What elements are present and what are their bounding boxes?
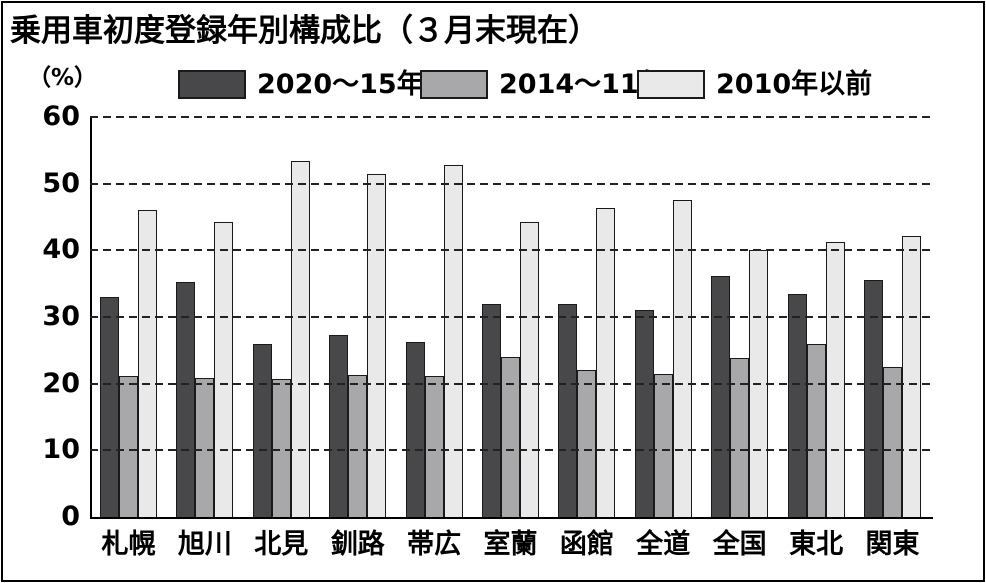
legend-item: 2020〜15年 <box>178 70 424 99</box>
gridline <box>90 182 931 185</box>
legend-item: 2014〜11年 <box>420 70 666 99</box>
x-axis-label: 釧路 <box>330 529 385 560</box>
y-tick-label: 0 <box>61 501 80 532</box>
chart-title: 乗用車初度登録年別構成比（３月末現在） <box>10 13 599 49</box>
bar-全道-series2 <box>653 374 673 517</box>
bar-北見-series3 <box>290 161 310 517</box>
legend-swatch <box>637 70 705 99</box>
plot-area <box>90 116 933 519</box>
x-axis-label: 帯広 <box>407 529 462 560</box>
y-tick-label: 60 <box>42 101 80 132</box>
bar-北見-series2 <box>271 379 291 517</box>
bars-layer <box>90 117 931 517</box>
legend-swatch <box>178 70 246 99</box>
bar-東北-series2 <box>806 344 826 517</box>
gridline <box>90 249 931 252</box>
x-axis-label: 旭川 <box>177 529 232 560</box>
legend-item: 2010年以前 <box>637 70 872 99</box>
bar-釧路-series1 <box>329 335 349 517</box>
bar-札幌-series3 <box>138 210 157 517</box>
legend-swatch <box>420 70 488 99</box>
x-axis-label: 函館 <box>559 529 614 560</box>
x-axis-line <box>90 517 933 519</box>
legend-label: 2020〜15年 <box>257 69 424 100</box>
bar-釧路-series3 <box>367 173 387 517</box>
bar-札幌-series1 <box>100 297 119 517</box>
bar-全国-series1 <box>711 275 731 517</box>
bar-旭川-series1 <box>176 282 196 517</box>
x-axis-label: 全国 <box>712 529 767 560</box>
bar-北見-series1 <box>252 343 272 517</box>
gridline <box>90 449 931 452</box>
x-axis-label: 室蘭 <box>483 529 538 560</box>
legend-label: 2010年以前 <box>716 69 873 100</box>
x-axis-label: 東北 <box>789 529 844 560</box>
x-axis-label: 全道 <box>636 529 691 560</box>
bar-東北-series3 <box>825 242 845 517</box>
bar-全国-series2 <box>730 357 750 517</box>
bar-函館-series1 <box>558 304 578 517</box>
bar-関東-series1 <box>864 279 883 517</box>
bar-全道-series1 <box>634 310 654 517</box>
bar-帯広-series3 <box>443 165 463 517</box>
bar-旭川-series3 <box>214 221 234 517</box>
bar-室蘭-series2 <box>501 357 520 517</box>
y-tick-label: 50 <box>42 167 80 199</box>
bar-帯広-series2 <box>424 376 444 517</box>
gridline <box>90 316 931 318</box>
bar-室蘭-series1 <box>482 303 501 517</box>
y-tick-label: 10 <box>42 434 80 466</box>
bar-室蘭-series3 <box>520 221 539 517</box>
bar-関東-series3 <box>902 235 921 517</box>
x-axis-label: 関東 <box>865 529 920 560</box>
x-axis-label: 札幌 <box>101 529 156 560</box>
bar-釧路-series2 <box>348 375 368 517</box>
bar-東北-series1 <box>787 294 807 517</box>
y-tick-label: 20 <box>42 367 80 399</box>
y-axis-unit-label: （%） <box>28 65 98 91</box>
y-tick-label: 30 <box>42 301 80 332</box>
bar-全道-series3 <box>672 199 692 517</box>
bar-関東-series2 <box>883 367 902 517</box>
bar-札幌-series2 <box>119 376 138 517</box>
bar-旭川-series2 <box>195 378 215 517</box>
bar-函館-series2 <box>577 370 597 517</box>
x-axis-label: 北見 <box>254 529 309 560</box>
gridline <box>90 382 931 385</box>
y-tick-label: 40 <box>42 234 80 266</box>
bar-函館-series3 <box>596 208 616 517</box>
gridline <box>90 116 931 118</box>
bar-帯広-series1 <box>405 341 425 517</box>
